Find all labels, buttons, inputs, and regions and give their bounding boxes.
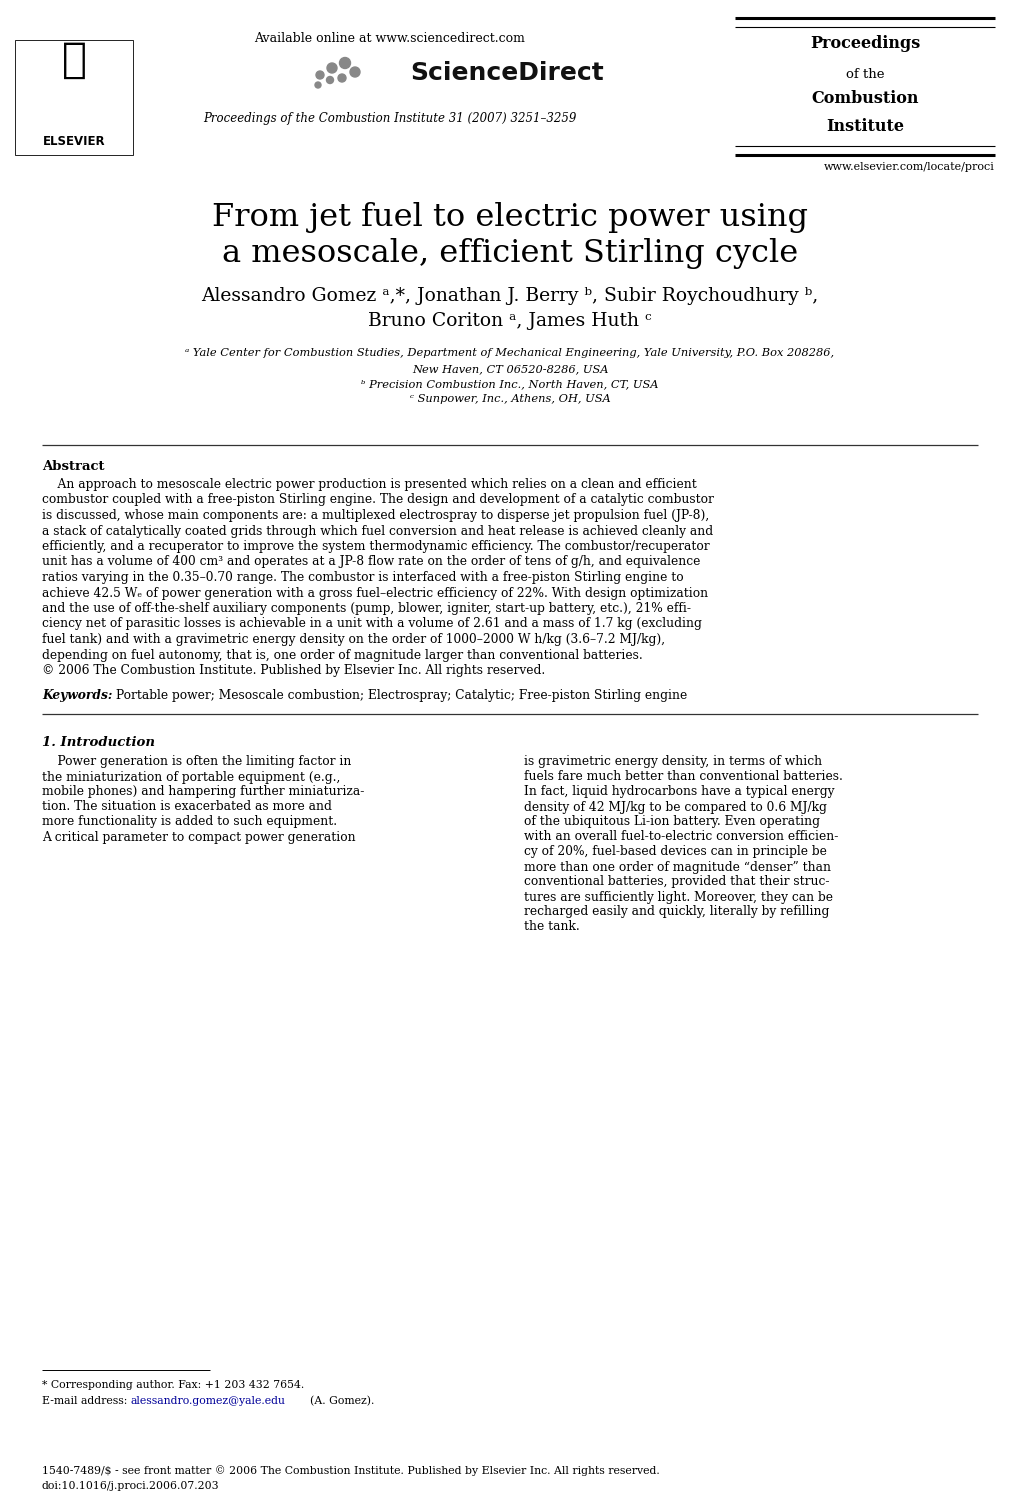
Text: ᶜ Sunpower, Inc., Athens, OH, USA: ᶜ Sunpower, Inc., Athens, OH, USA [410,395,609,404]
Text: Bruno Coriton ᵃ, James Huth ᶜ: Bruno Coriton ᵃ, James Huth ᶜ [368,311,651,330]
Text: more functionality is added to such equipment.: more functionality is added to such equi… [42,815,337,829]
Circle shape [316,71,324,79]
Text: 1540-7489/$ - see front matter © 2006 The Combustion Institute. Published by Els: 1540-7489/$ - see front matter © 2006 Th… [42,1465,659,1476]
Text: of the: of the [845,68,883,82]
Text: ScienceDirect: ScienceDirect [410,60,603,85]
Text: ELSEVIER: ELSEVIER [43,135,105,148]
Circle shape [326,77,333,83]
Circle shape [327,64,336,73]
Text: A critical parameter to compact power generation: A critical parameter to compact power ge… [42,830,356,844]
Text: conventional batteries, provided that their struc-: conventional batteries, provided that th… [524,875,828,889]
Text: doi:10.1016/j.proci.2006.07.203: doi:10.1016/j.proci.2006.07.203 [42,1480,219,1491]
Text: the tank.: the tank. [524,921,579,933]
Text: 1. Introduction: 1. Introduction [42,735,155,748]
Text: Combustion: Combustion [810,91,918,107]
Circle shape [339,57,351,68]
Text: ᵃ Yale Center for Combustion Studies, Department of Mechanical Engineering, Yale: ᵃ Yale Center for Combustion Studies, De… [185,348,834,358]
Text: fuels fare much better than conventional batteries.: fuels fare much better than conventional… [524,771,842,783]
Text: alessandro.gomez@yale.edu: alessandro.gomez@yale.edu [130,1396,285,1406]
Text: is discussed, whose main components are: a multiplexed electrospray to disperse : is discussed, whose main components are:… [42,510,708,522]
Text: Power generation is often the limiting factor in: Power generation is often the limiting f… [42,756,351,768]
Text: Keywords:: Keywords: [42,689,112,703]
Text: ciency net of parasitic losses is achievable in a unit with a volume of 2.61 and: ciency net of parasitic losses is achiev… [42,617,701,631]
Text: From jet fuel to electric power using: From jet fuel to electric power using [212,203,807,233]
Circle shape [337,74,345,82]
Text: with an overall fuel-to-electric conversion efficien-: with an overall fuel-to-electric convers… [524,830,838,844]
Text: is gravimetric energy density, in terms of which: is gravimetric energy density, in terms … [524,756,821,768]
Text: depending on fuel autonomy, that is, one order of magnitude larger than conventi: depending on fuel autonomy, that is, one… [42,649,642,662]
Bar [15,39,132,156]
Text: Proceedings of the Combustion Institute 31 (2007) 3251–3259: Proceedings of the Combustion Institute … [203,112,576,125]
Text: Institute: Institute [825,118,903,135]
Text: ᵇ Precision Combustion Inc., North Haven, CT, USA: ᵇ Precision Combustion Inc., North Haven… [361,380,658,389]
Text: mobile phones) and hampering further miniaturiza-: mobile phones) and hampering further min… [42,786,364,798]
Text: a mesoscale, efficient Stirling cycle: a mesoscale, efficient Stirling cycle [222,237,797,269]
Text: Abstract: Abstract [42,460,104,473]
Text: tion. The situation is exacerbated as more and: tion. The situation is exacerbated as mo… [42,800,331,813]
Text: An approach to mesoscale electric power production is presented which relies on : An approach to mesoscale electric power … [42,478,696,491]
Text: (A. Gomez).: (A. Gomez). [310,1396,374,1406]
Circle shape [315,82,321,88]
Text: achieve 42.5 Wₑ of power generation with a gross fuel–electric efficiency of 22%: achieve 42.5 Wₑ of power generation with… [42,587,707,599]
Text: In fact, liquid hydrocarbons have a typical energy: In fact, liquid hydrocarbons have a typi… [524,786,834,798]
Text: more than one order of magnitude “denser” than: more than one order of magnitude “denser… [524,860,830,874]
Text: cy of 20%, fuel-based devices can in principle be: cy of 20%, fuel-based devices can in pri… [524,845,826,859]
Text: efficiently, and a recuperator to improve the system thermodynamic efficiency. T: efficiently, and a recuperator to improv… [42,540,709,553]
Circle shape [350,67,360,77]
Text: Available online at www.sciencedirect.com: Available online at www.sciencedirect.co… [255,32,525,45]
Text: Proceedings: Proceedings [809,35,919,51]
Text: www.elsevier.com/locate/proci: www.elsevier.com/locate/proci [823,162,994,172]
Text: © 2006 The Combustion Institute. Published by Elsevier Inc. All rights reserved.: © 2006 The Combustion Institute. Publish… [42,664,545,677]
Text: tures are sufficiently light. Moreover, they can be: tures are sufficiently light. Moreover, … [524,891,833,904]
Text: of the ubiquitous Li-ion battery. Even operating: of the ubiquitous Li-ion battery. Even o… [524,815,819,829]
Text: unit has a volume of 400 cm³ and operates at a JP-8 flow rate on the order of te: unit has a volume of 400 cm³ and operate… [42,555,700,569]
Text: 🌲: 🌲 [61,39,87,82]
Text: the miniaturization of portable equipment (e.g.,: the miniaturization of portable equipmen… [42,771,340,783]
Text: Portable power; Mesoscale combustion; Electrospray; Catalytic; Free-piston Stirl: Portable power; Mesoscale combustion; El… [116,689,687,703]
Text: E-mail address:: E-mail address: [42,1396,127,1406]
Text: and the use of off-the-shelf auxiliary components (pump, blower, igniter, start-: and the use of off-the-shelf auxiliary c… [42,602,690,615]
Text: density of 42 MJ/kg to be compared to 0.6 MJ/kg: density of 42 MJ/kg to be compared to 0.… [524,800,826,813]
Text: New Haven, CT 06520-8286, USA: New Haven, CT 06520-8286, USA [412,364,607,373]
Text: combustor coupled with a free-piston Stirling engine. The design and development: combustor coupled with a free-piston Sti… [42,493,713,507]
Text: fuel tank) and with a gravimetric energy density on the order of 1000–2000 W h/k: fuel tank) and with a gravimetric energy… [42,634,664,646]
Text: a stack of catalytically coated grids through which fuel conversion and heat rel: a stack of catalytically coated grids th… [42,525,712,537]
Text: ratios varying in the 0.35–0.70 range. The combustor is interfaced with a free-p: ratios varying in the 0.35–0.70 range. T… [42,572,683,584]
Text: * Corresponding author. Fax: +1 203 432 7654.: * Corresponding author. Fax: +1 203 432 … [42,1380,304,1390]
Text: Alessandro Gomez ᵃ,*, Jonathan J. Berry ᵇ, Subir Roychoudhury ᵇ,: Alessandro Gomez ᵃ,*, Jonathan J. Berry … [201,287,818,305]
Text: recharged easily and quickly, literally by refilling: recharged easily and quickly, literally … [524,906,828,918]
